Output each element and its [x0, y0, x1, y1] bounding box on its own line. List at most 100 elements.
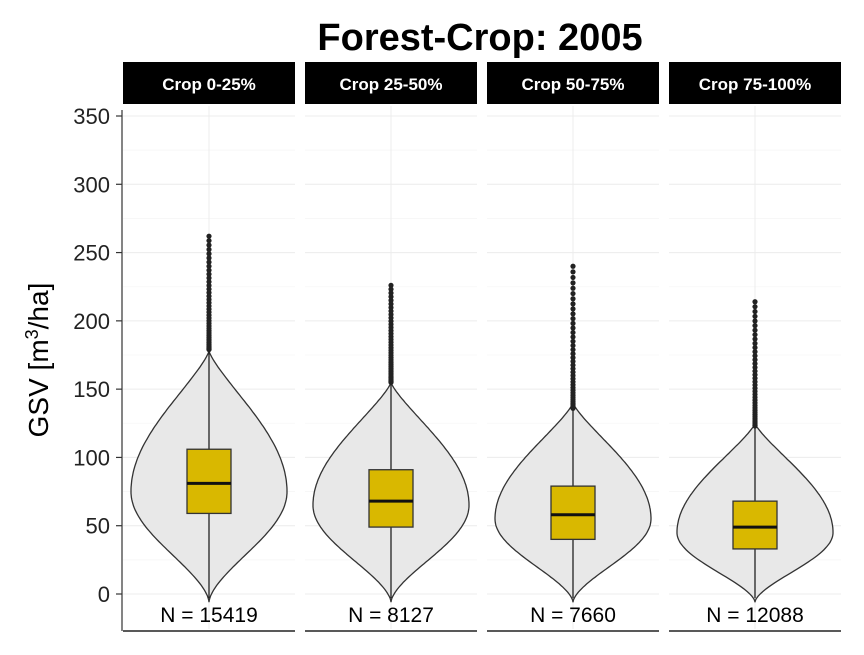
- outlier-point: [206, 259, 212, 265]
- outlier-point: [570, 347, 576, 353]
- y-tick-label: 300: [73, 172, 110, 197]
- outlier-point: [570, 296, 576, 302]
- outlier-point: [752, 361, 758, 367]
- outlier-point: [570, 320, 576, 326]
- facet-panel: Crop 50-75% N = 7660: [487, 62, 659, 632]
- outlier-point: [752, 318, 758, 324]
- outlier-point: [206, 279, 212, 285]
- y-tick-label: 100: [73, 445, 110, 470]
- outlier-point: [570, 285, 576, 291]
- outlier-point: [570, 311, 576, 317]
- outlier-point: [570, 290, 576, 297]
- outlier-point: [206, 246, 212, 253]
- box-iqr: [368, 469, 414, 528]
- y-axis-label-base: GSV [m: [23, 339, 54, 437]
- outlier-point: [570, 358, 576, 365]
- sample-size-label: N = 8127: [348, 604, 434, 627]
- outlier-point: [388, 301, 394, 307]
- outlier-points: [570, 263, 576, 411]
- chart-title: Forest-Crop: 2005: [317, 17, 642, 59]
- facet-strip-label: Crop 25-50%: [340, 75, 443, 94]
- outlier-point: [752, 299, 758, 305]
- outlier-point: [752, 368, 758, 374]
- outlier-point: [570, 306, 576, 312]
- outlier-point: [206, 263, 212, 269]
- outlier-point: [752, 340, 758, 346]
- outlier-point: [570, 325, 576, 331]
- outlier-points: [206, 233, 212, 353]
- outlier-point: [752, 327, 758, 333]
- outlier-point: [752, 353, 758, 359]
- outlier-point: [206, 267, 212, 273]
- outlier-point: [570, 301, 576, 307]
- outlier-point: [206, 238, 212, 244]
- facet-panel: Crop 75-100% N = 12088: [669, 62, 841, 632]
- outlier-point: [388, 282, 394, 288]
- outlier-point: [570, 342, 576, 349]
- outlier-point: [570, 269, 576, 275]
- y-tick-label: 350: [73, 104, 110, 129]
- outlier-point: [570, 263, 576, 269]
- outlier-point: [570, 280, 576, 286]
- outlier-point: [206, 255, 212, 261]
- box-iqr: [550, 485, 596, 541]
- facet-panel: Crop 25-50% N = 8127: [305, 62, 477, 632]
- y-axis: GSV [m3/ha] 0 50 100 150 200 250 300 350: [22, 104, 123, 631]
- outlier-point: [570, 316, 576, 322]
- facet-panel: Crop 0-25% N = 15419: [123, 62, 295, 632]
- outlier-point: [752, 349, 758, 355]
- outlier-point: [570, 351, 576, 357]
- outlier-points: [752, 299, 758, 429]
- y-ticks: 0 50 100 150 200 250 300 350: [73, 104, 123, 631]
- sample-size-label: N = 7660: [530, 604, 616, 627]
- outlier-point: [752, 336, 758, 342]
- facet-strip: [487, 62, 659, 104]
- y-tick-label: 200: [73, 309, 110, 334]
- outlier-point: [206, 271, 212, 277]
- y-axis-label-tail: /ha]: [23, 283, 54, 330]
- outlier-point: [206, 233, 212, 239]
- box-iqr: [732, 500, 778, 550]
- facet-strip-label: Crop 0-25%: [162, 75, 256, 94]
- outlier-points: [388, 282, 394, 385]
- y-axis-label-sup: 3: [22, 329, 42, 339]
- outlier-point: [570, 274, 576, 281]
- outlier-point: [206, 242, 212, 248]
- outlier-point: [388, 297, 394, 303]
- outlier-point: [206, 251, 212, 257]
- outlier-point: [752, 372, 758, 378]
- outlier-point: [388, 290, 394, 296]
- sample-size-label: N = 15419: [160, 604, 258, 627]
- outlier-point: [752, 304, 758, 310]
- outlier-point: [570, 334, 576, 340]
- outlier-point: [752, 323, 758, 329]
- facet-strip-label: Crop 75-100%: [699, 75, 811, 94]
- y-tick-label: 150: [73, 377, 110, 402]
- outlier-point: [752, 344, 758, 351]
- y-axis-label: GSV [m3/ha]: [22, 283, 54, 438]
- facet-strip: [305, 62, 477, 104]
- outlier-point: [570, 338, 576, 344]
- outlier-point: [752, 313, 758, 319]
- outlier-point: [752, 308, 758, 315]
- facet-strip: [669, 62, 841, 104]
- outlier-point: [752, 357, 758, 363]
- y-tick-label: 50: [86, 514, 110, 539]
- outlier-point: [570, 362, 576, 368]
- facet-strip: [123, 62, 295, 104]
- outlier-point: [206, 275, 212, 281]
- outlier-point: [570, 355, 576, 361]
- box-iqr: [186, 448, 232, 515]
- y-tick-label: 250: [73, 241, 110, 266]
- facet-strip-label: Crop 50-75%: [522, 75, 625, 94]
- outlier-point: [388, 294, 394, 300]
- outlier-point: [570, 366, 576, 372]
- y-tick-label: 0: [98, 582, 110, 607]
- outlier-point: [752, 332, 758, 338]
- sample-size-label: N = 12088: [706, 604, 804, 627]
- outlier-point: [388, 286, 394, 292]
- outlier-point: [752, 364, 758, 371]
- outlier-point: [206, 286, 212, 292]
